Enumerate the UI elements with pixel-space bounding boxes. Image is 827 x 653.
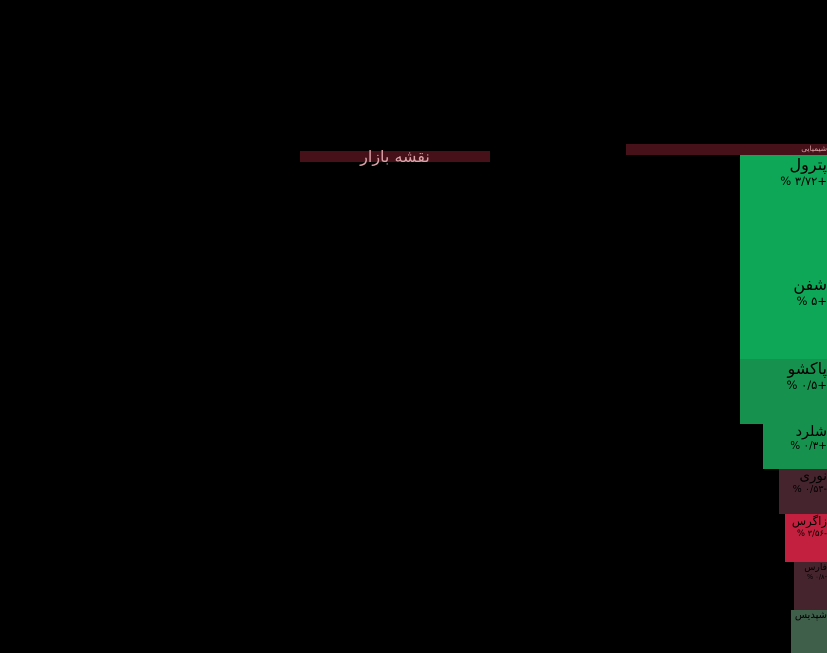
stock-change-percent: -۰/۵۳ %	[792, 484, 827, 495]
stock-symbol: پاکشو	[787, 359, 827, 378]
stock-tile[interactable]: شلرد +۰/۳ %	[763, 424, 827, 469]
stock-tile[interactable]: نوری -۰/۵۳ %	[779, 469, 827, 514]
stock-change-percent: +۰/۵ %	[786, 378, 827, 392]
stock-change-percent: +۳/۷۲ %	[780, 174, 827, 188]
map-title: نقشه بازار	[300, 147, 490, 166]
stock-tile[interactable]: پترول +۳/۷۲ %	[740, 155, 827, 275]
stock-tile[interactable]: فارس -۰/۸ %	[794, 562, 827, 610]
stock-symbol: پترول	[789, 155, 827, 174]
stock-symbol: شپدیس	[794, 610, 827, 621]
stock-symbol: فارس	[804, 562, 827, 573]
stock-symbol: نوری	[799, 469, 827, 484]
stock-symbol: زاگرس	[791, 514, 827, 528]
stock-change-percent: +۵ %	[796, 294, 827, 308]
stock-tile[interactable]: زاگرس -۳/۵۶ %	[785, 514, 827, 562]
treemap-tiles-layer: شیمیایی پترول +۳/۷۲ % شفن +۵ % پاکشو +۰/۵ % شلر…	[0, 144, 827, 653]
stock-tile[interactable]: پاکشو +۰/۵ %	[740, 359, 827, 424]
stock-tile[interactable]: شپدیس	[791, 610, 827, 653]
stock-change-percent: +۰/۳ %	[790, 440, 827, 452]
stock-tile[interactable]: شفن +۵ %	[740, 275, 827, 359]
market-map-treemap: نقشه بازار شیمیایی پترول +۳/۷۲ % شفن +۵ % پاک…	[0, 144, 827, 653]
stock-symbol: شلرد	[795, 424, 827, 440]
sector-header[interactable]: شیمیایی	[626, 144, 827, 155]
stock-symbol: شفن	[793, 275, 827, 294]
stock-change-percent: -۳/۵۶ %	[797, 528, 827, 538]
stock-change-percent: -۰/۸ %	[806, 573, 827, 581]
